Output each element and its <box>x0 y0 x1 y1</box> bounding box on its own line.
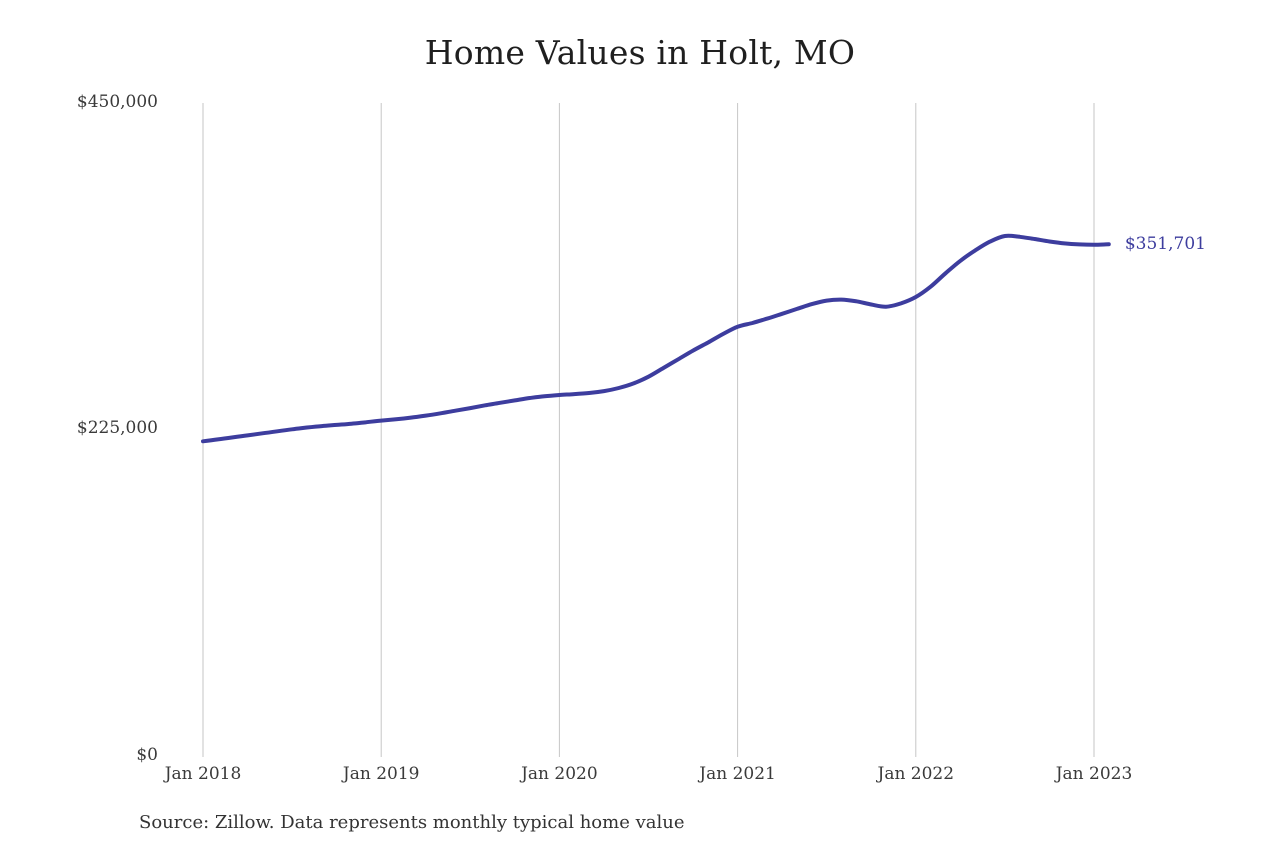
latest-value-label: $351,701 <box>1124 234 1206 255</box>
vertical-gridlines <box>202 103 1095 757</box>
home-value-line-series <box>201 233 1111 444</box>
x-tick-jan-2019: Jan 2019 <box>342 764 420 784</box>
y-tick-450000: $450,000 <box>76 91 158 112</box>
source-attribution: Source: Zillow. Data represents monthly … <box>139 812 685 833</box>
chart-title: Home Values in Holt, MO <box>424 33 856 72</box>
x-tick-jan-2023: Jan 2023 <box>1055 764 1133 784</box>
x-tick-jan-2020: Jan 2020 <box>521 764 598 784</box>
y-tick-225000: $225,000 <box>76 418 158 439</box>
x-tick-jan-2022: Jan 2022 <box>877 764 955 784</box>
y-tick-0: $0 <box>136 745 158 765</box>
x-tick-jan-2021: Jan 2021 <box>699 764 776 784</box>
x-tick-jan-2018: Jan 2018 <box>164 764 242 784</box>
